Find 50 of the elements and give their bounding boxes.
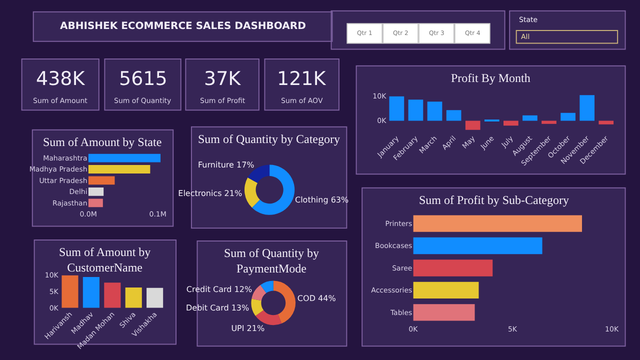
text: 5615	[119, 68, 168, 90]
donut-slice	[260, 280, 274, 294]
bar	[413, 237, 542, 254]
slice-label: Electronics 21%	[178, 188, 242, 198]
bar	[413, 260, 493, 276]
slice-label: COD 44%	[297, 294, 336, 304]
donut-slice	[273, 280, 296, 324]
bar	[413, 304, 475, 321]
bar	[88, 165, 150, 174]
bar	[413, 215, 582, 232]
chart-title: Sum of Amount by State	[43, 135, 162, 149]
chart-title: Profit By Month	[451, 71, 530, 85]
bar	[146, 288, 164, 308]
slice-label: Credit Card 12%	[186, 285, 252, 294]
chart-title: Sum of Profit by Sub-Category	[419, 193, 569, 207]
bar	[88, 154, 161, 162]
slice-label: Debit Card 13%	[186, 303, 250, 312]
text: ABHISHEK ECOMMERCE SALES DASHBOARD	[60, 21, 306, 32]
bar	[88, 176, 115, 185]
bar	[389, 96, 404, 121]
bar	[88, 187, 104, 196]
bar	[408, 100, 424, 121]
bar	[446, 110, 462, 121]
bar	[82, 277, 100, 308]
text: 121K	[277, 68, 326, 90]
bar	[62, 275, 78, 308]
donut-slice	[255, 310, 282, 326]
bar	[504, 120, 518, 126]
bar	[125, 287, 142, 308]
bar	[542, 120, 556, 124]
donut-slice	[244, 178, 260, 208]
bar	[427, 102, 442, 121]
text: 37K	[204, 68, 242, 90]
bar	[580, 95, 595, 121]
bar	[522, 115, 538, 121]
slice-label: UPI 21%	[231, 324, 265, 333]
bar	[598, 120, 614, 124]
bar	[560, 112, 576, 121]
donut-slice	[252, 284, 266, 301]
bar	[413, 282, 479, 299]
bar	[88, 198, 103, 208]
chart-title: Sum of Quantity by PaymentMode	[224, 246, 319, 276]
chart-title: Sum of Quantity by Category	[198, 132, 340, 146]
chart-title: Sum of Amount by CustomerName	[59, 245, 151, 275]
text: 438K	[36, 68, 86, 90]
slice-label: Furniture 17%	[198, 160, 255, 170]
slice-label: Clothing 63%	[294, 195, 349, 204]
bar	[104, 282, 121, 308]
donut-slice	[251, 298, 264, 316]
bar	[465, 120, 480, 130]
